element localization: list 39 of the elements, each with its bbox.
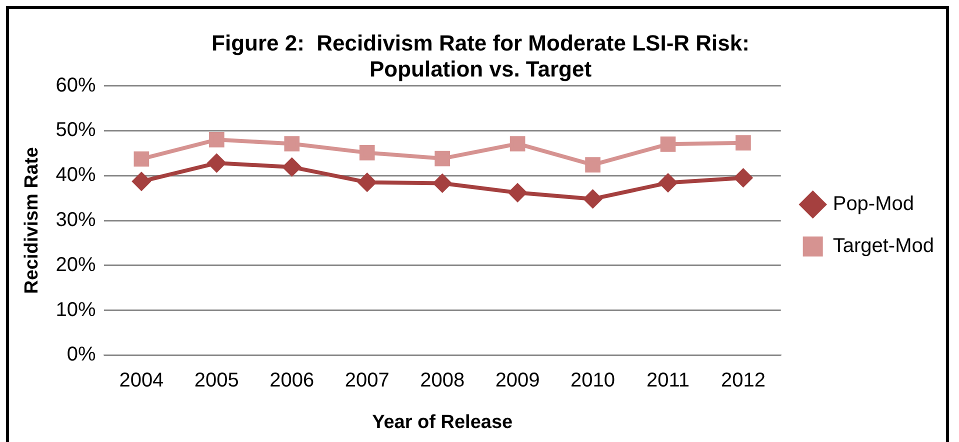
point	[510, 136, 526, 152]
chart-title: Figure 2: Recidivism Rate for Moderate LSI-R Risk: Population vs. Target	[212, 30, 750, 82]
point	[359, 145, 375, 160]
y-tick-label: 20%	[56, 254, 96, 276]
y-tick-label: 50%	[56, 119, 96, 142]
x-tick-label: 2007	[344, 370, 390, 392]
y-tick-label: 0%	[66, 344, 96, 366]
x-axis-title: Year of Release	[372, 412, 513, 433]
point	[209, 132, 224, 148]
legend-label: Pop-Mod	[832, 193, 914, 216]
point	[508, 184, 527, 202]
x-tick-label: 2010	[570, 370, 616, 392]
point	[358, 173, 376, 192]
y-tick-label: 30%	[56, 209, 96, 232]
x-tick-label: 2008	[420, 370, 465, 392]
point	[434, 150, 450, 166]
point	[433, 174, 452, 192]
point	[584, 190, 602, 208]
point	[284, 136, 300, 152]
y-axis-title: Recidivism Rate	[22, 147, 43, 294]
x-tick-label: 2012	[720, 370, 766, 392]
point	[734, 168, 752, 187]
point	[208, 154, 226, 172]
x-tick-label: 2011	[646, 370, 690, 392]
y-tick-label: 40%	[56, 164, 96, 186]
x-tick-label: 2006	[270, 370, 314, 392]
y-tick-label: 60%	[56, 74, 96, 96]
point	[282, 158, 301, 176]
point	[736, 135, 751, 150]
legend-label: Target-Mod	[832, 235, 934, 258]
x-tick-label: 2005	[194, 370, 239, 392]
x-tick-label: 2009	[495, 370, 540, 392]
point	[134, 151, 150, 167]
point	[585, 157, 600, 172]
point	[660, 136, 676, 152]
y-tick-label: 10%	[56, 298, 96, 321]
point	[132, 172, 150, 190]
point	[659, 174, 678, 192]
x-tick-label: 2004	[119, 370, 164, 392]
